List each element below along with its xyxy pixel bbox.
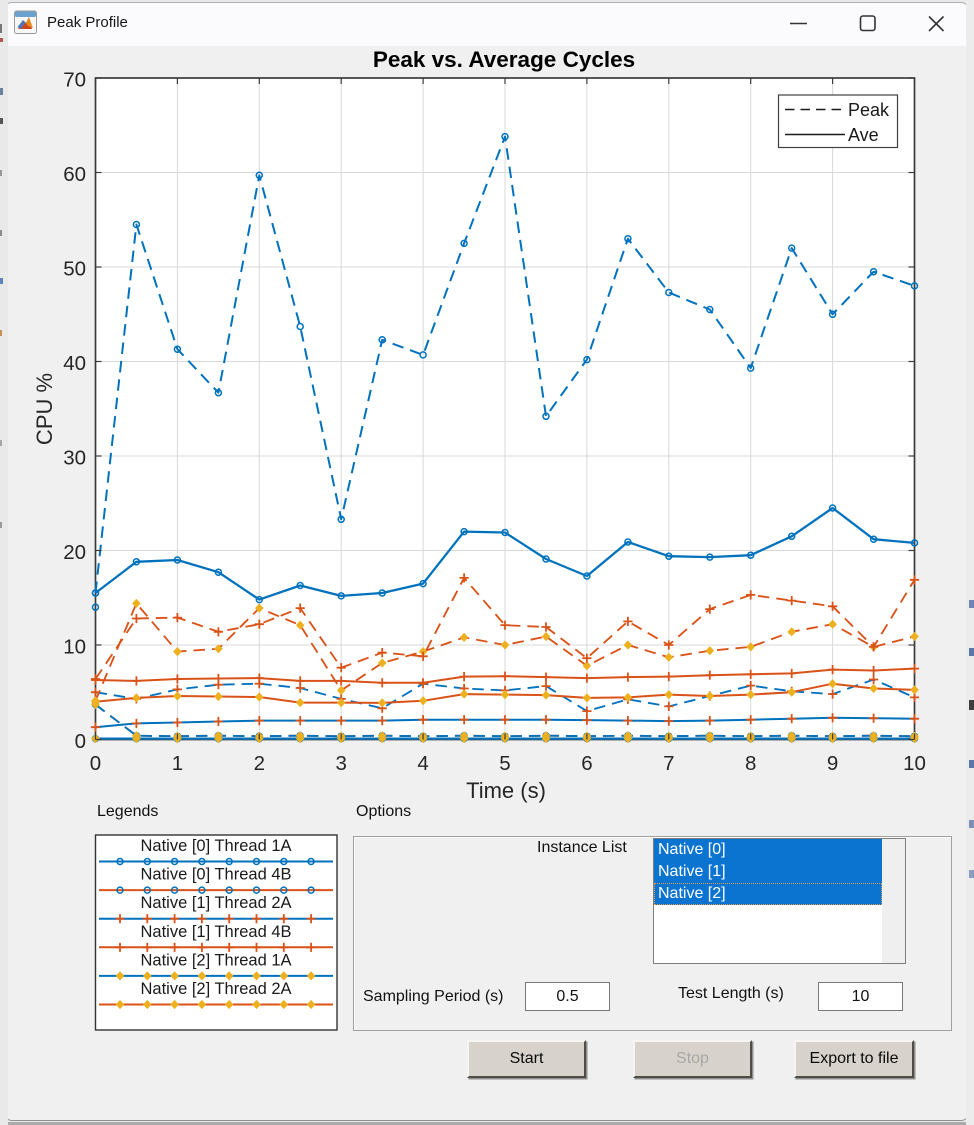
svg-text:Native [0] Thread 4B: Native [0] Thread 4B [140, 866, 291, 884]
svg-text:10: 10 [63, 636, 86, 659]
svg-text:70: 70 [63, 69, 86, 92]
svg-text:Ave: Ave [848, 125, 879, 145]
svg-text:CPU %: CPU % [32, 373, 57, 445]
svg-text:Native [1] Thread 2A: Native [1] Thread 2A [140, 894, 291, 912]
svg-text:Time (s): Time (s) [466, 778, 546, 803]
svg-text:6: 6 [581, 752, 592, 775]
svg-text:Native [2] Thread 2A: Native [2] Thread 2A [140, 980, 291, 998]
svg-text:1: 1 [172, 752, 183, 775]
svg-text:Native [2] Thread 1A: Native [2] Thread 1A [140, 951, 291, 969]
svg-text:30: 30 [63, 447, 86, 470]
svg-text:0: 0 [75, 730, 86, 753]
svg-text:60: 60 [63, 163, 86, 186]
svg-text:10: 10 [903, 752, 926, 775]
svg-text:7: 7 [663, 752, 674, 775]
svg-text:5: 5 [499, 752, 510, 775]
svg-text:Native [0] Thread 1A: Native [0] Thread 1A [140, 837, 291, 855]
svg-text:2: 2 [254, 752, 265, 775]
svg-text:20: 20 [63, 541, 86, 564]
svg-text:50: 50 [63, 258, 86, 281]
svg-text:40: 40 [63, 352, 86, 375]
svg-text:Native [1] Thread 4B: Native [1] Thread 4B [140, 923, 291, 941]
svg-text:0: 0 [90, 752, 101, 775]
svg-text:4: 4 [417, 752, 428, 775]
svg-text:Peak: Peak [848, 100, 890, 120]
svg-text:3: 3 [335, 752, 346, 775]
svg-text:9: 9 [827, 752, 838, 775]
svg-text:8: 8 [745, 752, 756, 775]
svg-text:Peak vs. Average Cycles: Peak vs. Average Cycles [373, 47, 635, 72]
